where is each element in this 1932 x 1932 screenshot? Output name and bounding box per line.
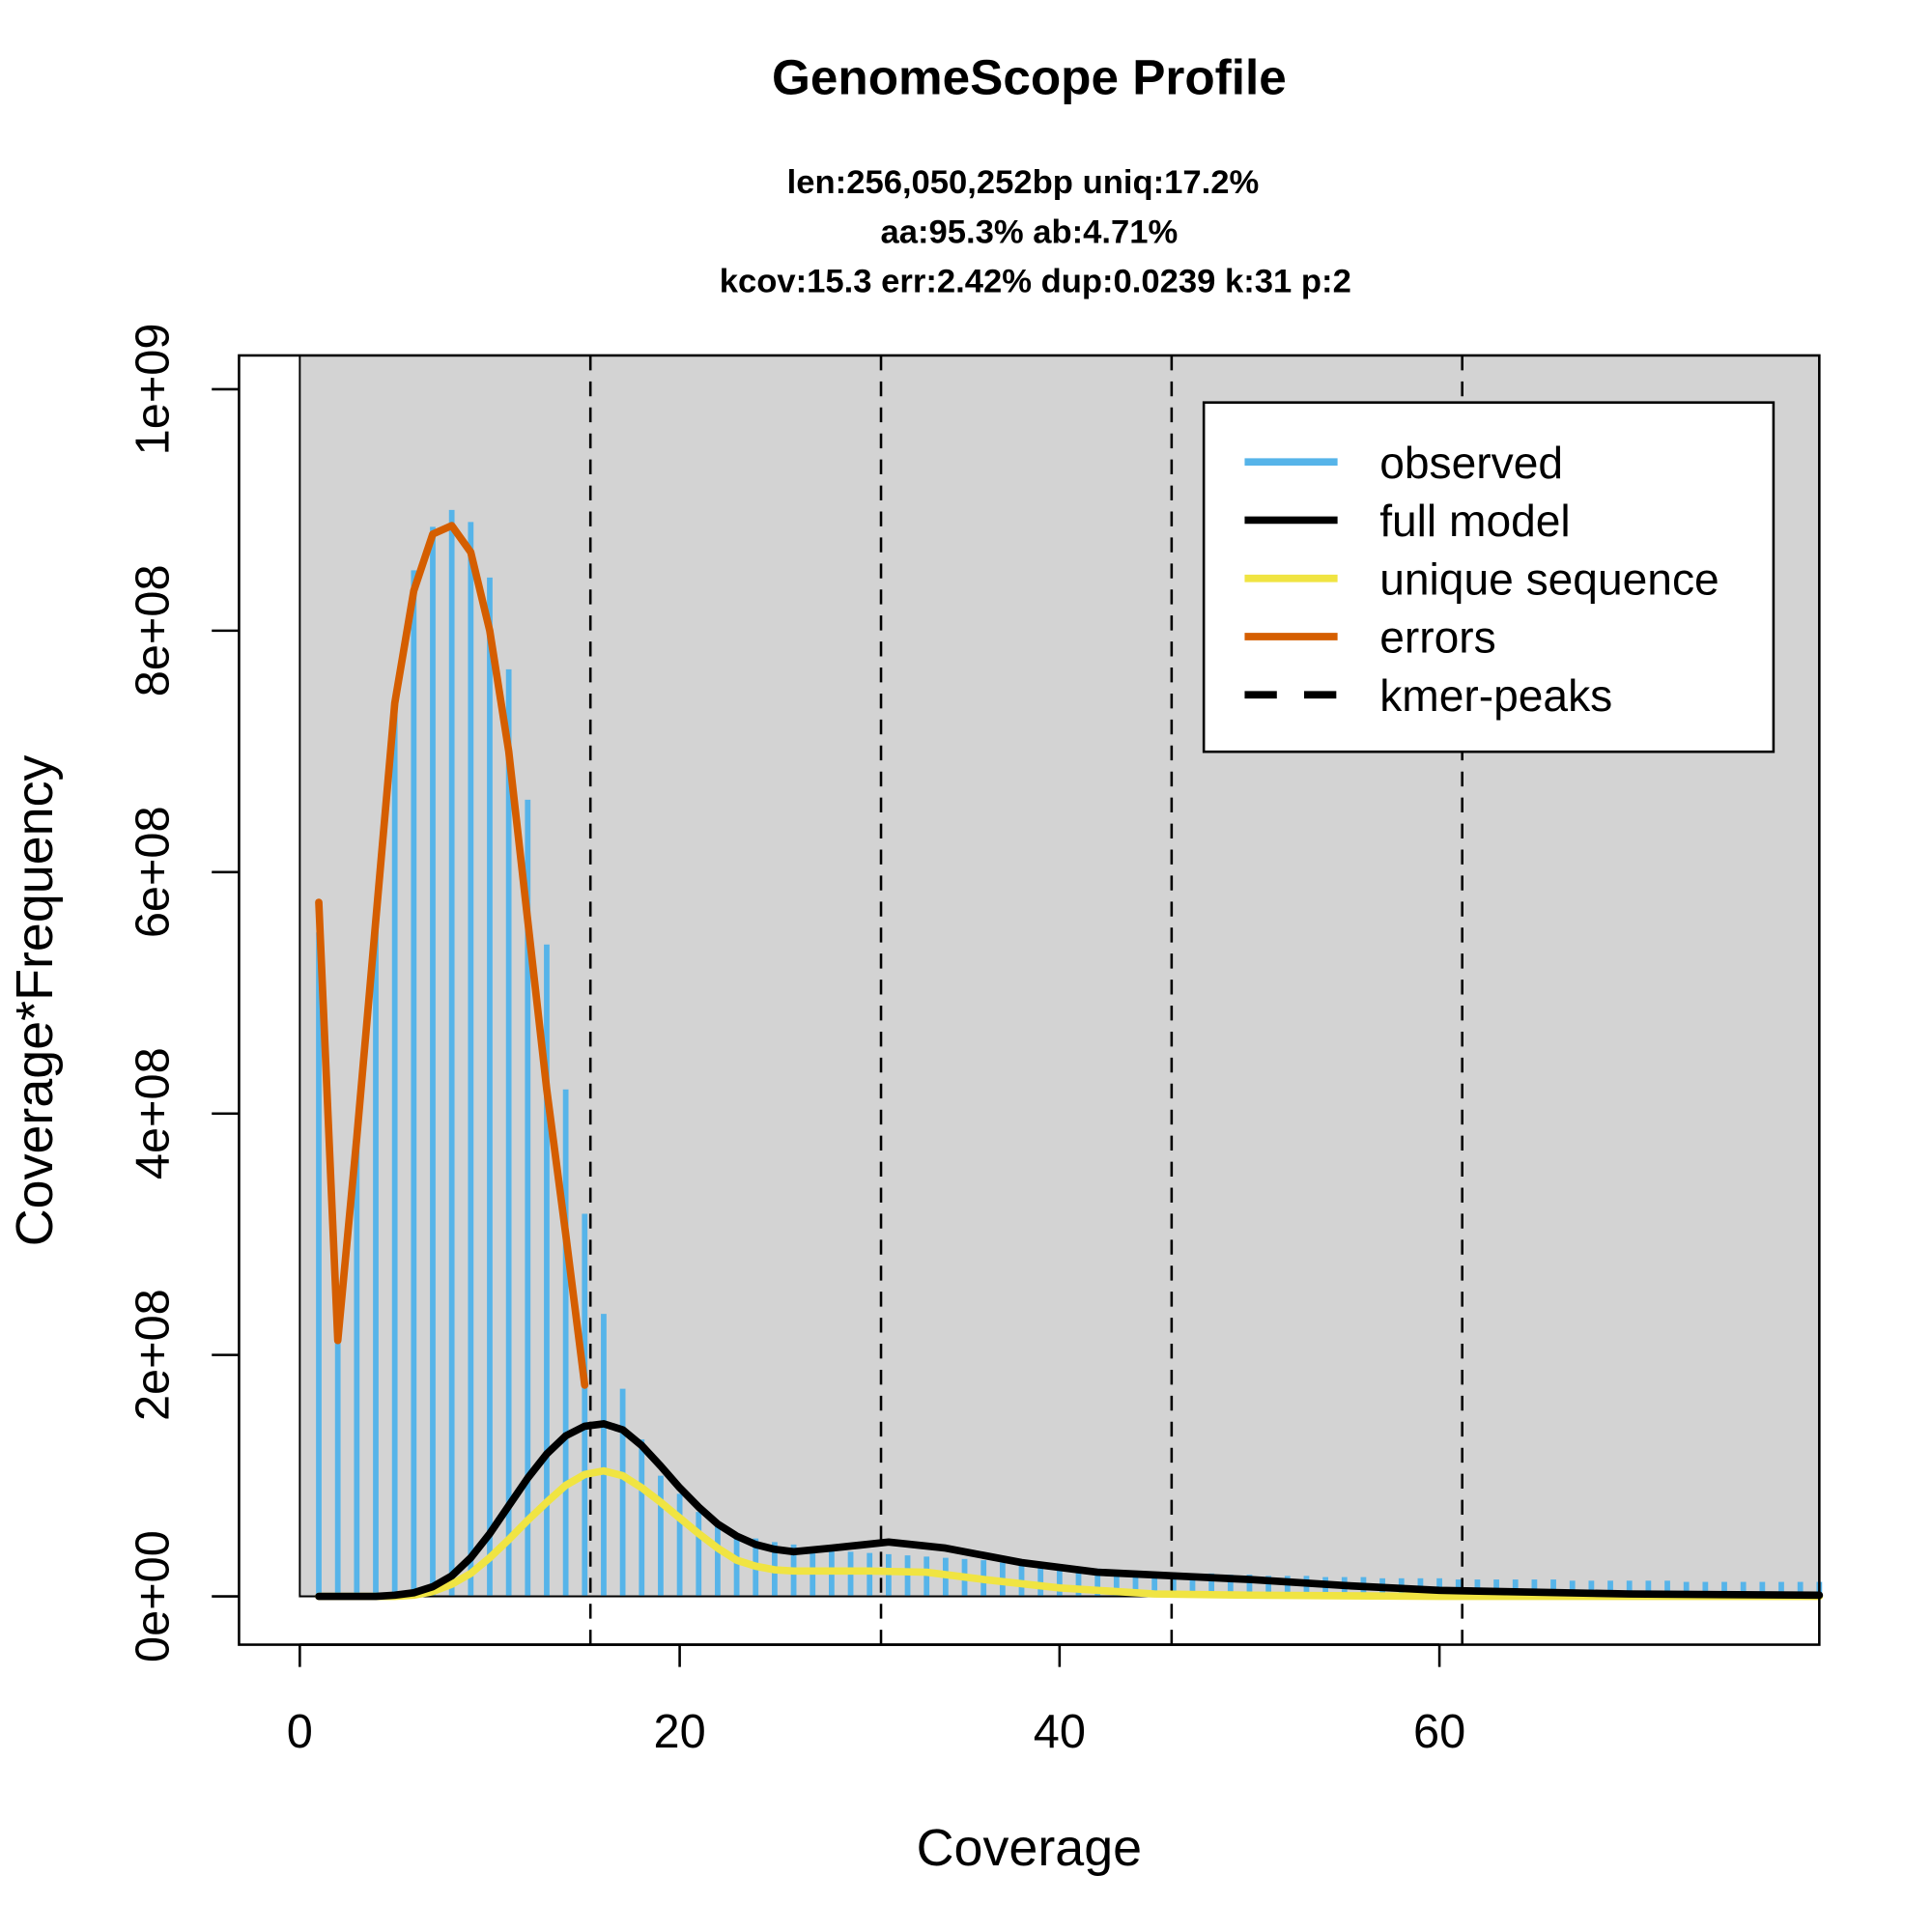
y-tick-label: 4e+08 — [127, 1047, 179, 1179]
unique-sequence-curve — [315, 1466, 1824, 1601]
legend: observed full model unique sequence errors k… — [1202, 401, 1776, 753]
y-tick-label: 6e+08 — [127, 806, 179, 938]
legend-label: observed — [1379, 438, 1563, 488]
y-tick-label: 2e+08 — [127, 1289, 179, 1421]
errors-curve — [315, 522, 589, 1389]
chart-title: GenomeScope Profile — [772, 49, 1287, 104]
x-axis: 0 20 40 60 — [287, 1643, 1465, 1758]
y-tick-label: 0e+00 — [127, 1530, 179, 1662]
legend-label: full model — [1379, 496, 1570, 546]
x-tick-label: 40 — [1034, 1706, 1086, 1758]
observed-bars — [316, 509, 1823, 1597]
full-model-curve — [315, 1420, 1824, 1601]
x-tick-label: 60 — [1413, 1706, 1465, 1758]
x-tick-label: 0 — [287, 1706, 313, 1758]
y-axis: 0e+00 2e+08 4e+08 6e+08 8e+08 1e+09 — [127, 324, 240, 1662]
chart-subtitle-line-3: kcov:15.3 err:2.42% dup:0.0239 k:31 p:2 — [720, 264, 1351, 300]
x-axis-label: Coverage — [917, 1819, 1142, 1877]
legend-label: errors — [1379, 612, 1496, 663]
y-tick-label: 1e+09 — [127, 324, 179, 456]
chart-subtitle-line-1: len:256,050,252bp uniq:17.2% — [787, 164, 1260, 201]
legend-label: kmer-peaks — [1379, 670, 1612, 721]
model-curves — [315, 522, 1824, 1601]
legend-label: unique sequence — [1379, 554, 1719, 604]
x-tick-label: 20 — [654, 1706, 706, 1758]
y-axis-label: Coverage*Frequency — [6, 754, 64, 1246]
y-tick-label: 8e+08 — [127, 564, 179, 696]
chart-subtitle-line-2: aa:95.3% ab:4.71% — [880, 213, 1178, 250]
